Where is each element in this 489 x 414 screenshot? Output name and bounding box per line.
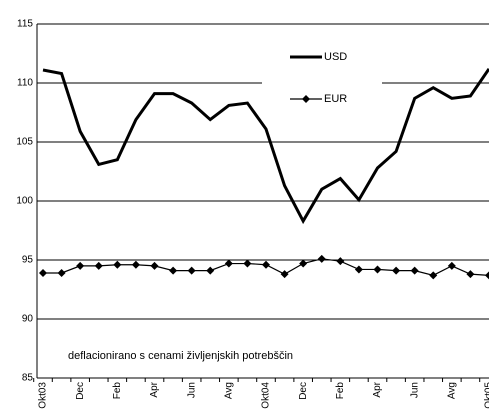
x-tick-label: Dec [298, 382, 309, 400]
marker [280, 270, 289, 279]
x-tick-label: Apr [372, 381, 383, 397]
annotation: deflacionirano s cenami življenjskih pot… [68, 350, 293, 362]
x-tick-label: Dec [75, 382, 86, 400]
x-tick-label: Avg [223, 382, 234, 399]
legend-label: USD [324, 51, 347, 63]
marker [354, 265, 363, 274]
x-tick-label: Apr [149, 381, 160, 397]
marker [466, 270, 475, 279]
x-tick-label: Okt03 [38, 382, 49, 409]
marker [336, 257, 345, 266]
marker [39, 268, 47, 277]
x-tick-label: Avg [446, 382, 457, 399]
marker [150, 261, 159, 270]
y-tick-label: 100 [16, 196, 33, 207]
marker [243, 259, 252, 268]
legend-background [262, 44, 382, 114]
legend-label: EUR [324, 93, 347, 105]
marker [262, 260, 270, 269]
x-tick-label: Feb [112, 382, 123, 400]
y-tick-label: 85 [22, 373, 34, 384]
marker [429, 271, 438, 280]
x-tick-label: Jun [186, 382, 197, 398]
y-tick-label: 90 [22, 314, 34, 325]
marker [392, 266, 401, 275]
marker [317, 254, 326, 263]
marker [169, 266, 178, 275]
y-tick-label: 110 [17, 78, 33, 89]
marker [485, 271, 489, 280]
x-tick-label: Jun [409, 382, 420, 398]
marker [94, 261, 103, 270]
x-tick-label: Okt05 [484, 382, 489, 409]
line [42, 67, 489, 225]
marker [299, 259, 308, 268]
y-tick-label: 105 [16, 137, 33, 148]
marker [224, 259, 233, 268]
x-tick-label: Feb [335, 382, 346, 400]
marker [187, 266, 196, 275]
marker [131, 260, 140, 269]
marker [57, 268, 66, 277]
y-tick-label: 95 [22, 255, 34, 266]
marker [76, 261, 85, 270]
marker [373, 265, 382, 274]
marker [206, 266, 215, 275]
marker [113, 260, 122, 269]
legend-marker [302, 95, 310, 103]
marker [410, 266, 419, 275]
x-tick-label: Okt04 [261, 382, 272, 409]
y-tick-label: 115 [17, 19, 33, 30]
marker [447, 261, 456, 270]
